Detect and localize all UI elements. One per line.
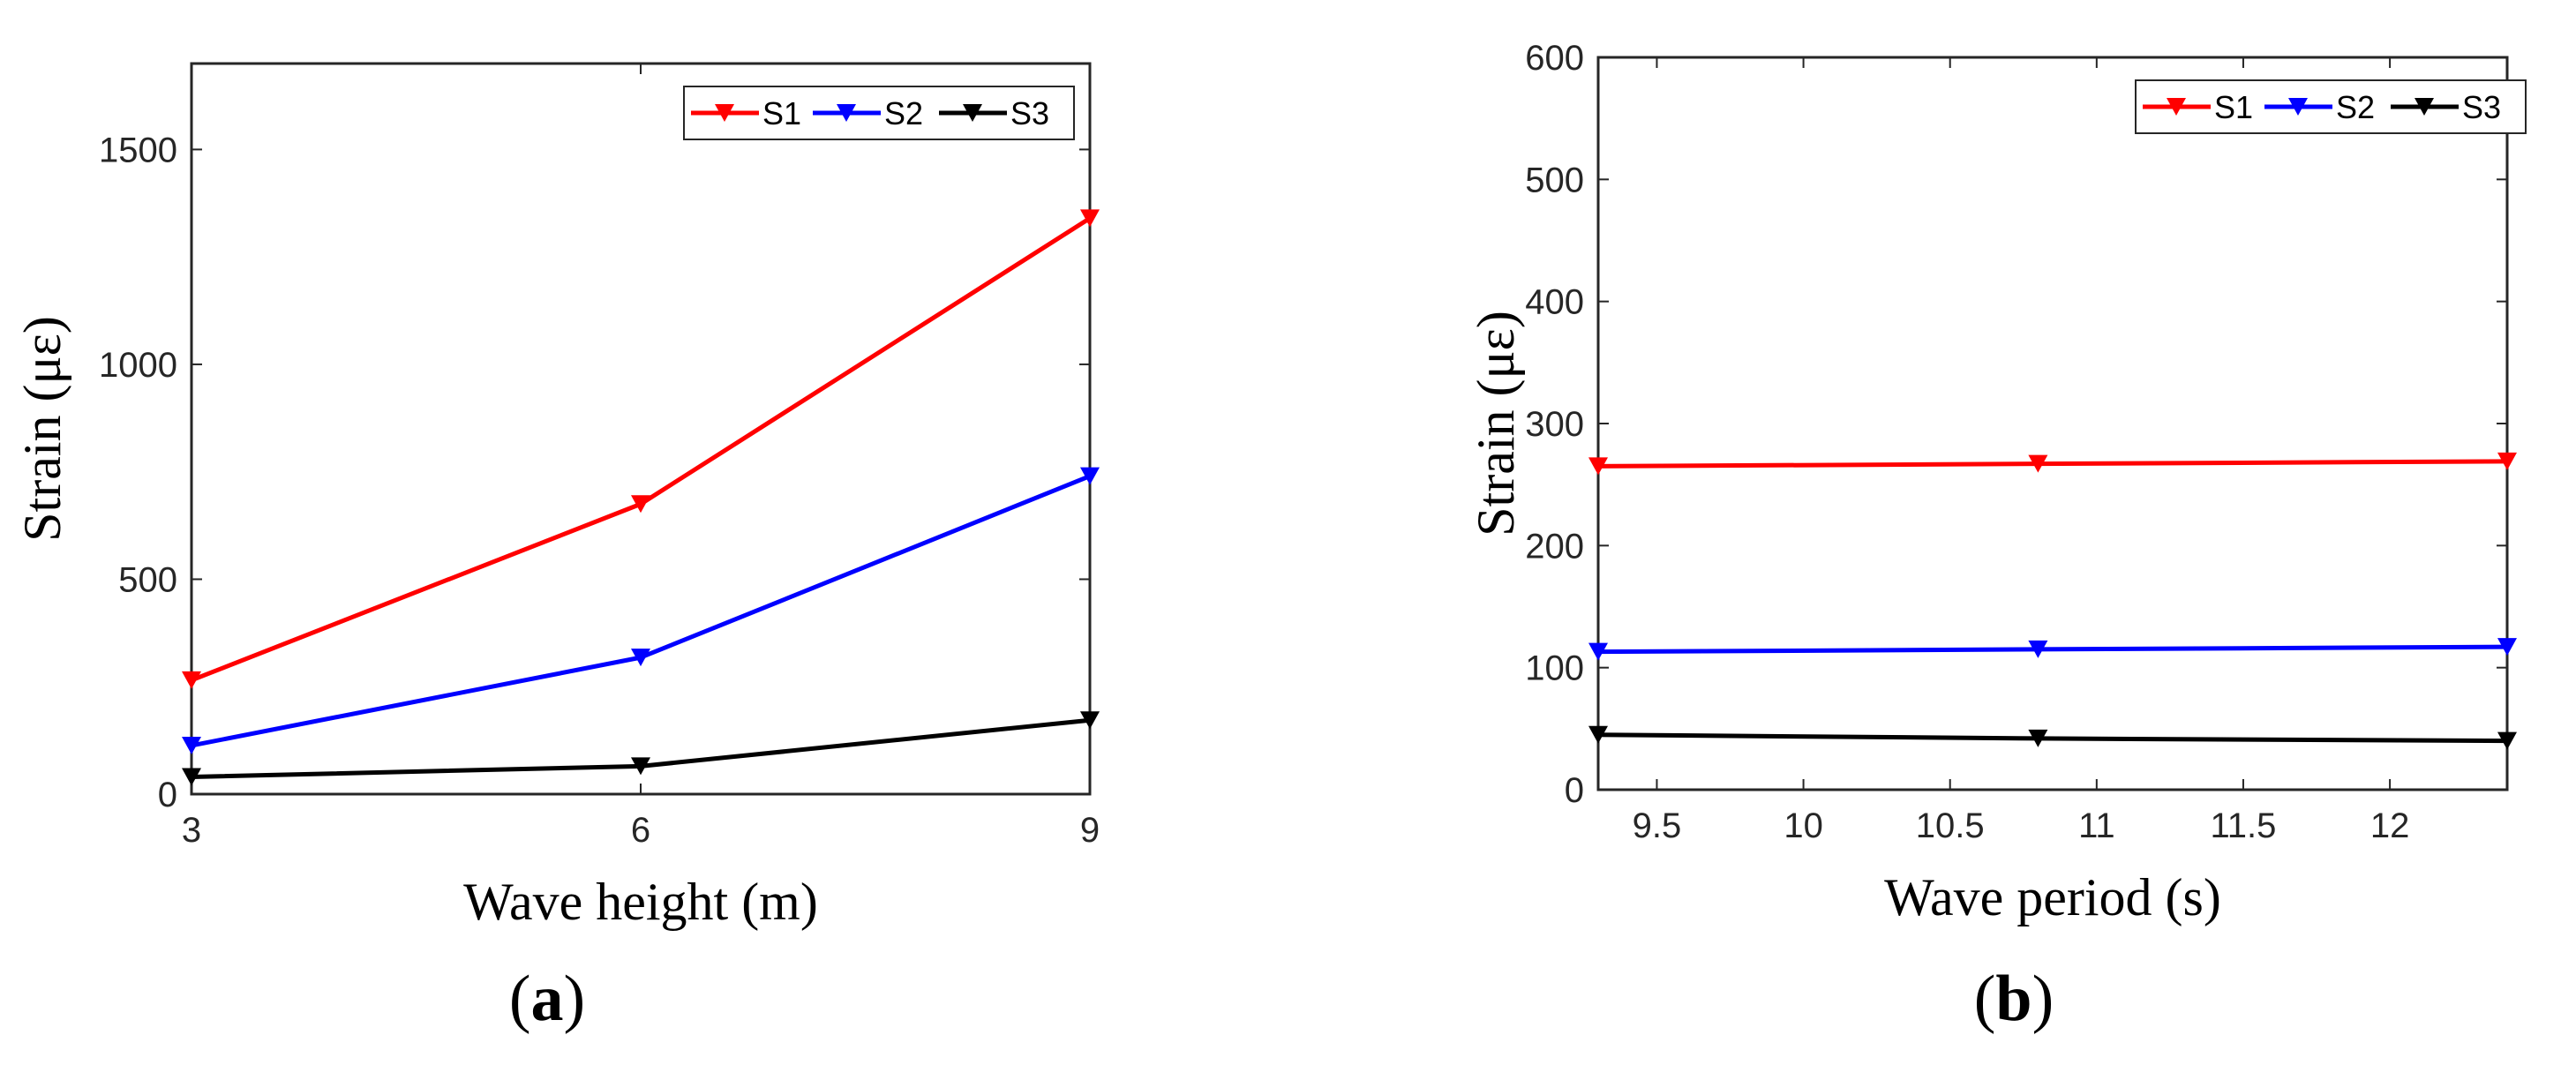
panel-a-x-tick-labels: 3 6 9 (182, 811, 1100, 850)
panel-b-legend: S1 S2 S3 (2135, 79, 2527, 134)
panel-a-plot-area (190, 62, 1092, 796)
y-tick-label: 300 (1525, 405, 1584, 444)
data-point-s2 (182, 736, 201, 754)
x-tick-label: 10 (1784, 806, 1823, 845)
panel-a-tick-marks (191, 64, 1091, 795)
legend-label-s3: S3 (2462, 89, 2501, 125)
panel-a-y-tick-labels: 0 500 1000 1500 (99, 131, 177, 814)
data-point-s3 (2028, 729, 2048, 747)
y-tick-label: 100 (1525, 649, 1584, 688)
panel-a-y-axis-title: Strain (με) (13, 316, 71, 542)
x-tick-label: 12 (2370, 806, 2410, 845)
legend-label-s2: S2 (2336, 89, 2375, 125)
data-point-s3 (182, 768, 201, 786)
panel-b-tick-marks (1598, 56, 2507, 791)
y-tick-label: 1500 (99, 131, 177, 169)
x-tick-label: 10.5 (1916, 806, 1985, 845)
panel-b-plot-area (1596, 56, 2509, 791)
panel-b-x-axis-title: Wave period (s) (1884, 868, 2221, 926)
x-tick-label: 11.5 (2211, 806, 2277, 845)
legend-label-s2: S2 (884, 95, 923, 131)
panel-a-series (182, 209, 1100, 786)
data-point-s1 (2028, 454, 2048, 473)
data-point-s1 (2497, 452, 2517, 470)
panel-a-legend: S1 S2 S3 (683, 86, 1075, 140)
legend-marker-s3 (963, 104, 982, 122)
data-point-s2 (631, 649, 650, 667)
data-point-s2 (2028, 640, 2048, 658)
data-point-s3 (2497, 731, 2517, 750)
panel-b: 0 100 200 300 400 500 600 9.5 10 10.5 11… (1467, 39, 2527, 1035)
panel-b-x-tick-labels: 9.5 10 10.5 11 11.5 12 (1633, 806, 2410, 845)
panel-a-x-axis-title: Wave height (m) (463, 873, 818, 931)
legend-label-s1: S1 (762, 95, 801, 131)
y-tick-label: 500 (118, 560, 177, 599)
x-tick-label: 6 (631, 811, 650, 850)
panel-b-y-axis-title: Strain (με) (1467, 311, 1525, 536)
legend-marker-s2 (2288, 98, 2308, 116)
panel-a-caption: (a) (509, 963, 585, 1035)
y-tick-label: 600 (1525, 39, 1584, 78)
data-point-s2 (1080, 467, 1100, 485)
y-tick-label: 0 (158, 776, 177, 814)
data-point-s1 (1588, 457, 1608, 476)
y-tick-label: 500 (1525, 161, 1584, 199)
x-tick-label: 9.5 (1633, 806, 1682, 845)
legend-marker-s1 (2167, 98, 2186, 116)
y-tick-label: 200 (1525, 527, 1584, 566)
legend-marker-s3 (2415, 98, 2434, 116)
data-point-s2 (2497, 638, 2517, 656)
legend-marker-s1 (715, 104, 734, 122)
y-tick-label: 1000 (99, 346, 177, 385)
data-point-s3 (631, 757, 650, 776)
data-point-s1 (182, 671, 201, 689)
x-tick-label: 3 (182, 811, 201, 850)
data-point-s3 (1588, 725, 1608, 744)
legend-label-s3: S3 (1010, 95, 1049, 131)
legend-label-s1: S1 (2214, 89, 2253, 125)
panel-b-caption: (b) (1974, 963, 2054, 1035)
legend-marker-s2 (837, 104, 856, 122)
panel-b-series (1588, 452, 2517, 750)
data-point-s3 (1080, 711, 1100, 730)
data-point-s1 (631, 495, 650, 514)
data-point-s2 (1588, 642, 1608, 661)
panel-b-y-tick-labels: 0 100 200 300 400 500 600 (1525, 39, 1584, 810)
x-tick-label: 9 (1080, 811, 1100, 850)
y-tick-label: 0 (1565, 771, 1584, 810)
data-point-s1 (1080, 209, 1100, 228)
x-tick-label: 11 (2078, 806, 2115, 845)
panel-a: 0 500 1000 1500 3 6 9 S1 S2 S3 Wave heig… (13, 62, 1100, 1035)
y-tick-label: 400 (1525, 283, 1584, 322)
